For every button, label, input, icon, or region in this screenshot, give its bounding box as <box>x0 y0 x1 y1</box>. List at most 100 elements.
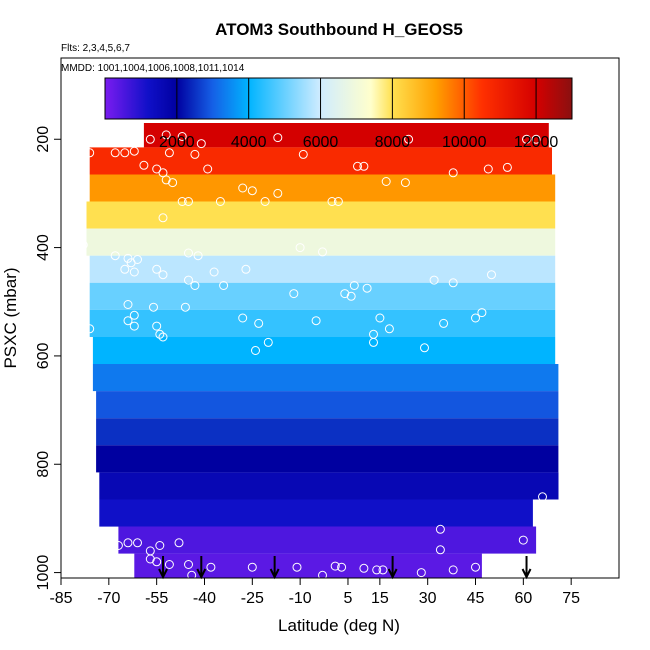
observation-point <box>381 177 391 186</box>
down-arrow-head <box>196 568 207 580</box>
observation-point <box>177 132 187 141</box>
observation-point <box>152 557 162 567</box>
observation-point <box>518 535 528 545</box>
observation-point <box>349 281 359 290</box>
heatmap-band <box>96 418 559 446</box>
observation-point <box>247 562 257 572</box>
observation-point <box>139 160 149 170</box>
observation-point <box>123 300 133 309</box>
y-axis-label: PSXC (mbar) <box>1 267 20 368</box>
observation-point <box>110 148 120 158</box>
heatmap-band <box>118 526 537 554</box>
down-arrow <box>269 556 280 580</box>
x-tick-label: -40 <box>193 590 216 607</box>
observation-point <box>487 270 496 280</box>
observation-point <box>448 168 458 178</box>
observation-point <box>247 186 257 196</box>
observation-point <box>123 538 133 548</box>
observation-point <box>333 197 343 206</box>
observation-point <box>158 332 168 342</box>
observation-point <box>184 197 193 206</box>
x-tick-label: 60 <box>514 590 532 607</box>
observation-point <box>180 302 190 312</box>
observation-point <box>101 541 111 550</box>
observation-point <box>448 565 458 575</box>
colorbar-tick-label: 2000 <box>159 134 195 151</box>
observation-point <box>187 570 197 580</box>
observation-point <box>120 264 130 274</box>
observation-point <box>375 313 385 323</box>
observation-point <box>241 264 251 274</box>
observation-point <box>152 321 162 331</box>
observation-point <box>318 570 327 580</box>
x-axis-ticks: -85 -70 -55 -40 -25 -10 5 15 30 45 60 75 <box>49 578 580 607</box>
observation-point <box>206 562 216 572</box>
observation-point <box>311 316 321 326</box>
observation-point <box>298 149 308 159</box>
heatmap-band <box>89 282 556 310</box>
observation-point <box>295 243 305 253</box>
observation-point <box>190 281 200 290</box>
observation-point <box>196 139 206 149</box>
chart-title: ATOM3 Southbound H_GEOS5 <box>215 20 463 39</box>
observation-point <box>238 313 248 323</box>
colorbar-tick-label: 8000 <box>375 134 411 151</box>
down-arrow <box>387 556 398 580</box>
colorbar-tick-label: 6000 <box>303 134 339 151</box>
plot-frame <box>60 57 620 579</box>
colorbar-tick-label: 4000 <box>231 134 267 151</box>
heatmap-band <box>86 228 556 256</box>
observation-point <box>522 134 531 144</box>
observation-point <box>215 197 225 206</box>
observation-point <box>353 161 362 171</box>
observation-point <box>209 267 219 277</box>
heatmap-band <box>99 472 559 500</box>
observation-point <box>149 302 158 312</box>
x-tick-label: -10 <box>289 590 312 607</box>
observation-point <box>158 270 168 280</box>
x-tick-label: 15 <box>371 590 389 607</box>
x-tick-label: 75 <box>562 590 580 607</box>
y-axis-ticks: 200 400 600 800 1000 <box>35 126 61 590</box>
dates-subtitle: MMDD: 1001,1004,1006,1008,1011,1014 <box>61 63 245 74</box>
down-arrow-head <box>387 568 398 580</box>
observation-point <box>158 213 168 223</box>
x-tick-label: 5 <box>344 590 353 607</box>
observation-point <box>88 497 98 507</box>
down-arrow <box>521 556 532 580</box>
observation-point <box>177 197 187 206</box>
observation-point <box>378 565 388 575</box>
observation-point <box>145 554 155 564</box>
observation-point <box>263 337 273 347</box>
observation-point <box>435 524 445 534</box>
heatmap-band <box>86 201 556 229</box>
observation-point <box>346 291 356 301</box>
observation-point <box>174 538 184 548</box>
observation-point <box>384 324 394 334</box>
observation-point <box>369 337 378 347</box>
x-axis-label: Latitude (deg N) <box>278 616 400 635</box>
observation-point <box>477 308 487 318</box>
observation-point <box>400 178 410 188</box>
down-arrow-head <box>158 568 168 580</box>
down-arrow <box>158 556 168 580</box>
y-tick-label: 800 <box>35 451 52 478</box>
observation-point <box>404 134 414 144</box>
observation-point <box>471 562 480 572</box>
observation-point <box>254 318 264 328</box>
observation-point <box>359 563 369 573</box>
observation-points <box>78 130 547 580</box>
observation-point <box>123 316 133 326</box>
x-tick-label: 30 <box>419 590 437 607</box>
y-tick-label: 600 <box>35 342 52 369</box>
observation-point <box>359 161 369 171</box>
x-tick-label: 45 <box>467 590 485 607</box>
observation-point <box>340 289 350 299</box>
observation-point <box>260 197 270 206</box>
observation-point <box>184 275 193 285</box>
colorbar-tick-label: 10000 <box>442 134 487 151</box>
heatmap-band <box>89 255 556 283</box>
observation-point <box>193 251 203 261</box>
